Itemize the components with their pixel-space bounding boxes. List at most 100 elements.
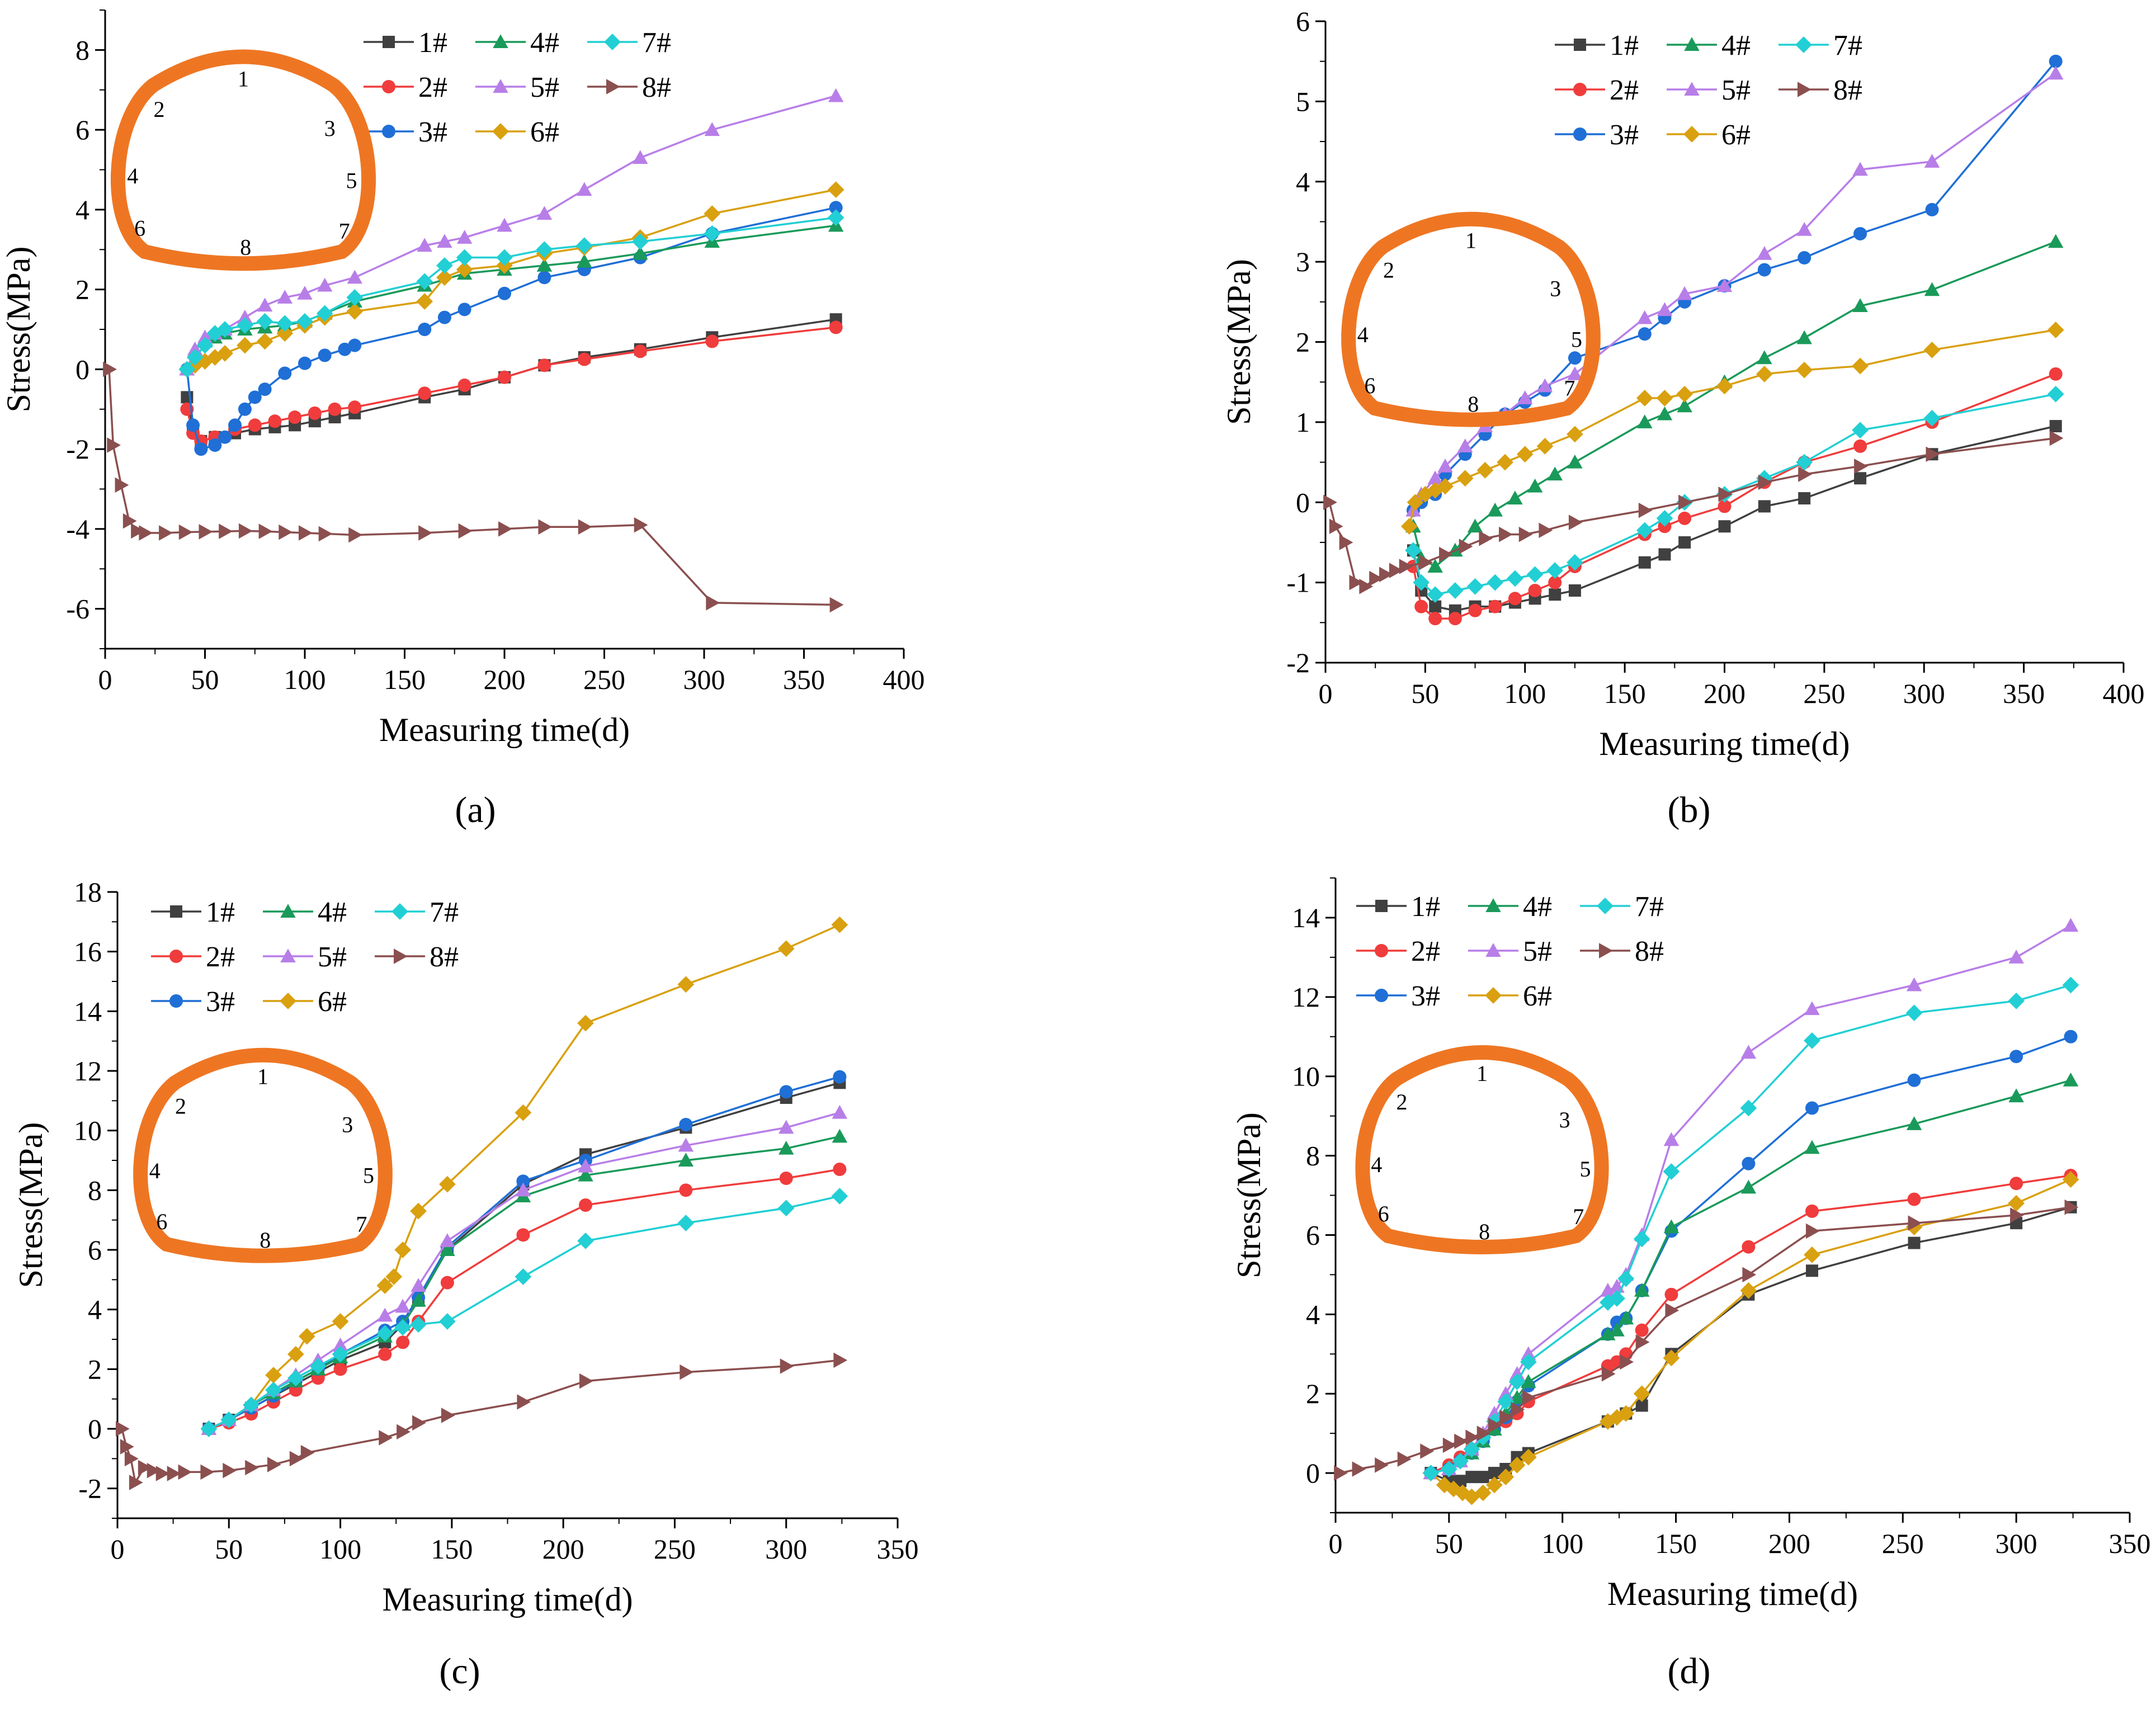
legend-marker: [1597, 898, 1614, 914]
series-line: [108, 369, 836, 606]
data-point: [537, 358, 551, 372]
data-point: [1369, 570, 1383, 587]
data-point: [298, 1328, 315, 1345]
x-tick-label: 250: [1882, 1528, 1924, 1559]
series-line: [208, 1168, 840, 1430]
legend-marker: [604, 34, 621, 50]
x-tick-label: 200: [1768, 1528, 1810, 1559]
data-point: [577, 1014, 594, 1032]
legend-label: 2#: [1411, 936, 1440, 967]
data-point: [1663, 1163, 1680, 1180]
data-point: [1907, 1192, 1921, 1206]
panel-1: 0 50 100 150 200 250 300 350 400 -6 -4 -2 0 2 4 6 8 Measu…: [0, 10, 925, 830]
data-point: [332, 1313, 349, 1330]
data-point: [2049, 430, 2064, 446]
data-point: [705, 334, 719, 348]
legend-marker: [1683, 126, 1700, 143]
data-point: [147, 1462, 161, 1479]
legend-marker: [280, 948, 296, 962]
legend-marker: [1573, 128, 1587, 141]
y-tick-label: 2: [1306, 1378, 1320, 1409]
x-tick-label: 150: [431, 1533, 473, 1565]
data-point: [832, 1128, 848, 1143]
data-point: [1399, 559, 1413, 574]
data-point: [1407, 494, 1424, 511]
data-point: [777, 1200, 795, 1217]
y-tick-label: 16: [74, 936, 102, 967]
data-point: [412, 1415, 426, 1431]
data-point: [833, 1163, 847, 1176]
data-point: [828, 88, 844, 102]
data-point: [1657, 406, 1673, 421]
data-point: [1636, 522, 1653, 539]
y-tick-label: 6: [76, 114, 89, 145]
data-point: [348, 400, 362, 414]
x-axis-title: Measuring time(d): [382, 1581, 633, 1618]
data-point: [265, 1367, 282, 1384]
data-point: [515, 1182, 531, 1197]
y-tick-label: 8: [76, 34, 89, 65]
data-point: [680, 1364, 694, 1380]
data-point: [1635, 1323, 1649, 1337]
data-point: [416, 293, 433, 310]
measuring-point-label: 1: [1465, 228, 1476, 253]
x-axis-title: Measuring time(d): [1607, 1575, 1858, 1612]
data-point: [138, 1460, 152, 1476]
data-point: [348, 527, 362, 543]
data-point: [1420, 1443, 1435, 1459]
data-point: [410, 1202, 427, 1220]
data-point: [131, 523, 145, 539]
data-point: [298, 356, 312, 370]
data-point: [1756, 366, 1773, 383]
data-point: [115, 1421, 130, 1437]
y-tick-label: 8: [88, 1174, 102, 1206]
data-point: [1740, 1099, 1757, 1117]
data-point: [1638, 327, 1652, 341]
legend: 1# 4# 7# 2# 5# 8# 3# 6#: [151, 896, 459, 1018]
data-point: [155, 1466, 170, 1481]
data-point: [536, 258, 553, 272]
data-point: [1805, 1204, 1819, 1218]
y-tick-label: 2: [88, 1353, 102, 1385]
data-point: [704, 122, 720, 136]
legend-marker: [170, 905, 182, 918]
legend-label: 2#: [1610, 74, 1639, 106]
data-point: [437, 310, 451, 324]
legend-item: 2#: [1356, 936, 1440, 967]
data-point: [436, 269, 453, 286]
series-8: [115, 1352, 848, 1490]
measuring-point-label: 2: [154, 97, 165, 122]
legend-marker: [1599, 943, 1613, 958]
data-point: [1678, 536, 1691, 549]
data-point: [1465, 1471, 1478, 1484]
data-point: [1547, 466, 1563, 481]
data-point: [1488, 1418, 1502, 1433]
data-point: [1536, 438, 1554, 455]
y-tick-label: 4: [1296, 166, 1310, 197]
series-line: [1412, 425, 2056, 612]
legend-marker: [169, 950, 183, 963]
data-point: [779, 1085, 793, 1099]
y-tick-label: 6: [1306, 1219, 1320, 1250]
data-point: [328, 402, 342, 416]
data-point: [2047, 322, 2064, 338]
tunnel-section-diagram: 1 2 3 4 5 6 7 8: [1355, 1045, 1609, 1254]
legend-item: 3#: [151, 986, 235, 1018]
data-point: [124, 1451, 139, 1467]
data-point: [1517, 390, 1533, 404]
measuring-point-label: 4: [1357, 322, 1369, 347]
x-tick-label: 100: [319, 1533, 361, 1565]
data-point: [1852, 298, 1868, 312]
data-point: [278, 366, 292, 380]
data-point: [220, 1411, 238, 1428]
data-point: [780, 1358, 794, 1374]
data-point: [1567, 366, 1583, 380]
data-point: [1437, 478, 1454, 495]
measuring-point-label: 3: [342, 1112, 353, 1137]
data-point: [1352, 1461, 1366, 1477]
x-tick-label: 350: [2109, 1528, 2151, 1559]
legend-marker: [382, 125, 395, 138]
data-point: [1400, 518, 1418, 535]
legend-marker: [1375, 989, 1388, 1002]
data-point: [1924, 282, 1940, 296]
